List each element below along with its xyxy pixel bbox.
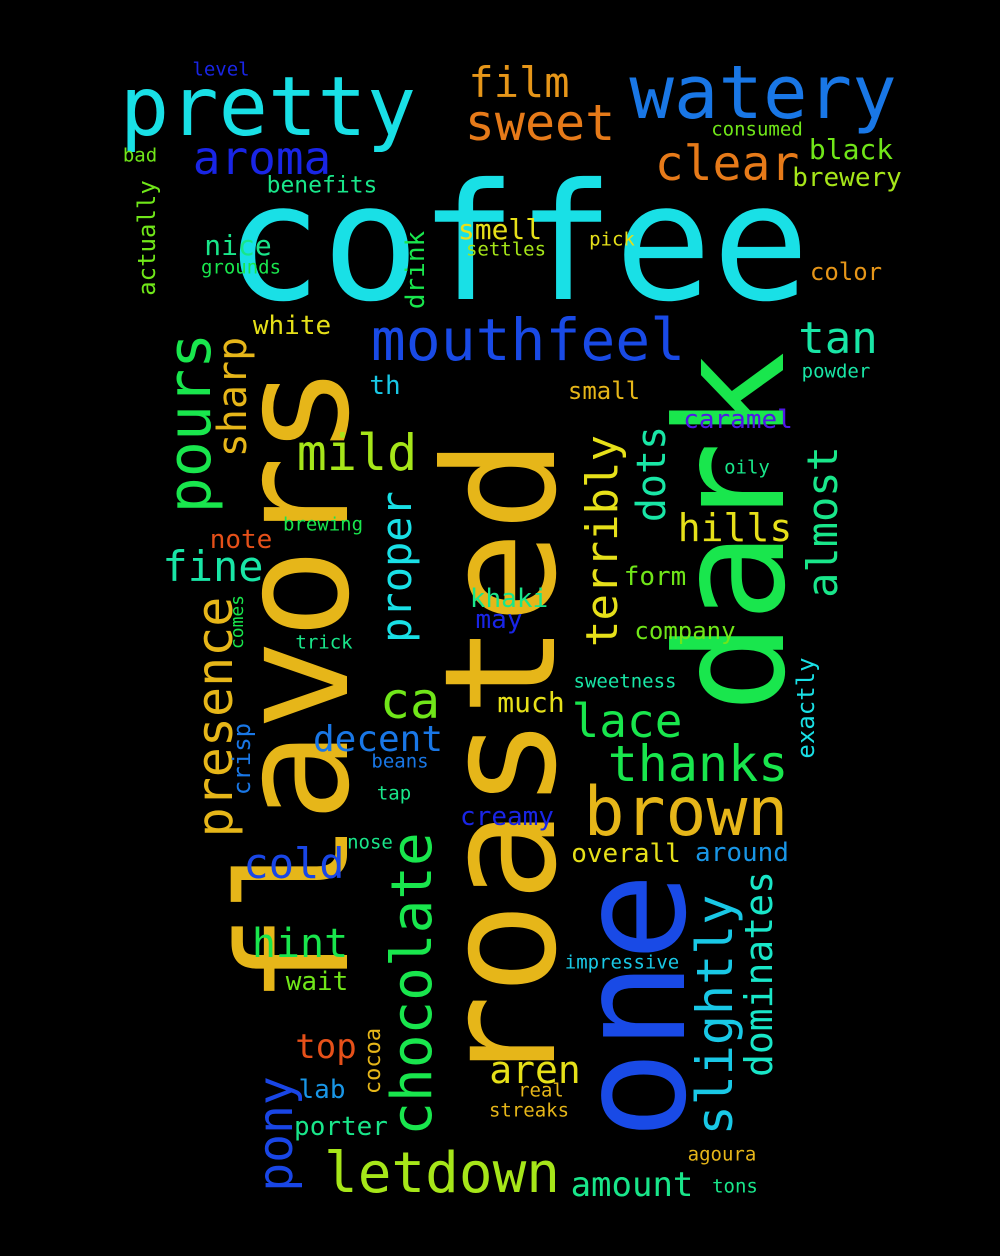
word-top: top bbox=[295, 1027, 357, 1067]
word-lab: lab bbox=[298, 1075, 346, 1105]
word-brewery: brewery bbox=[792, 163, 902, 193]
word-may: may bbox=[475, 605, 523, 635]
word-form: form bbox=[623, 562, 687, 592]
word-almost: almost bbox=[798, 446, 847, 598]
word-mouthfeel: mouthfeel bbox=[370, 306, 686, 374]
word-oily: oily bbox=[724, 456, 770, 479]
word-one: one bbox=[547, 872, 719, 1140]
word-cold: cold bbox=[243, 839, 345, 888]
word-creamy: creamy bbox=[460, 802, 554, 832]
word-beans: beans bbox=[371, 750, 429, 773]
word-ca: ca bbox=[379, 672, 441, 730]
word-lace: lace bbox=[571, 694, 683, 748]
word-sweetness: sweetness bbox=[573, 670, 677, 693]
word-comes: comes bbox=[227, 594, 248, 650]
word-powder: powder bbox=[801, 360, 871, 383]
word-small: small bbox=[567, 377, 641, 405]
word-trick: trick bbox=[295, 631, 353, 654]
word-tap: tap bbox=[376, 782, 412, 805]
word-khaki: khaki bbox=[469, 584, 549, 614]
word-streaks: streaks bbox=[488, 1099, 570, 1122]
word-aren: aren bbox=[489, 1048, 581, 1092]
word-white: white bbox=[252, 311, 332, 341]
word-drink: drink bbox=[401, 230, 431, 310]
word-fine: fine bbox=[162, 542, 264, 591]
word-watery: watery bbox=[629, 50, 897, 136]
word-real: real bbox=[518, 1079, 564, 1102]
word-bad: bad bbox=[122, 144, 158, 167]
word-dominates: dominates bbox=[737, 871, 781, 1077]
word-dots: dots bbox=[629, 425, 675, 523]
word-wait: wait bbox=[285, 967, 349, 997]
word-color: color bbox=[809, 258, 883, 286]
word-tons: tons bbox=[712, 1175, 758, 1198]
word-note: note bbox=[209, 525, 273, 555]
word-smell: smell bbox=[457, 213, 543, 246]
word-brewing: brewing bbox=[282, 513, 364, 536]
word-actually: actually bbox=[133, 180, 161, 296]
word-slightly: slightly bbox=[686, 894, 744, 1136]
word-hills: hills bbox=[677, 506, 793, 550]
word-pick: pick bbox=[589, 228, 635, 251]
word-terribly: terribly bbox=[577, 435, 628, 647]
word-nose: nose bbox=[347, 831, 393, 854]
word-amount: amount bbox=[570, 1165, 694, 1205]
word-cocoa: cocoa bbox=[361, 1027, 386, 1095]
word-much: much bbox=[497, 686, 565, 719]
word-caramel: caramel bbox=[683, 405, 793, 435]
word-sharp: sharp bbox=[210, 336, 256, 458]
word-black: black bbox=[808, 133, 894, 166]
word-letdown: letdown bbox=[323, 1141, 561, 1206]
word-company: company bbox=[634, 617, 736, 645]
word-consumed: consumed bbox=[711, 118, 803, 141]
word-level: level bbox=[192, 58, 250, 81]
word-th: th bbox=[369, 371, 401, 401]
word-aroma: aroma bbox=[192, 131, 332, 185]
word-impressive: impressive bbox=[564, 951, 680, 974]
word-settles: settles bbox=[465, 238, 547, 261]
word-agoura: agoura bbox=[687, 1143, 757, 1166]
word-overall: overall bbox=[571, 839, 681, 869]
word-sweet: sweet bbox=[464, 94, 616, 152]
word-hint: hint bbox=[251, 921, 349, 967]
word-coffee: coffee bbox=[224, 150, 810, 338]
word-crisp: crisp bbox=[228, 722, 256, 796]
word-nice: nice bbox=[204, 229, 272, 262]
word-pretty: pretty bbox=[119, 60, 417, 155]
word-chocolate: chocolate bbox=[380, 832, 445, 1136]
word-film: film bbox=[468, 58, 570, 107]
word-tan: tan bbox=[798, 313, 878, 364]
word-proper: proper bbox=[372, 491, 421, 643]
word-around: around bbox=[695, 838, 789, 868]
word-grounds: grounds bbox=[200, 256, 282, 279]
word-thanks: thanks bbox=[607, 735, 789, 793]
word-benefits: benefits bbox=[266, 172, 378, 199]
word-porter: porter bbox=[294, 1112, 388, 1142]
word-exactly: exactly bbox=[792, 657, 820, 759]
word-pony: pony bbox=[248, 1076, 304, 1192]
word-decent: decent bbox=[312, 719, 444, 760]
word-clear: clear bbox=[654, 136, 800, 192]
word-brown: brown bbox=[583, 773, 789, 852]
word-mild: mild bbox=[296, 424, 418, 482]
